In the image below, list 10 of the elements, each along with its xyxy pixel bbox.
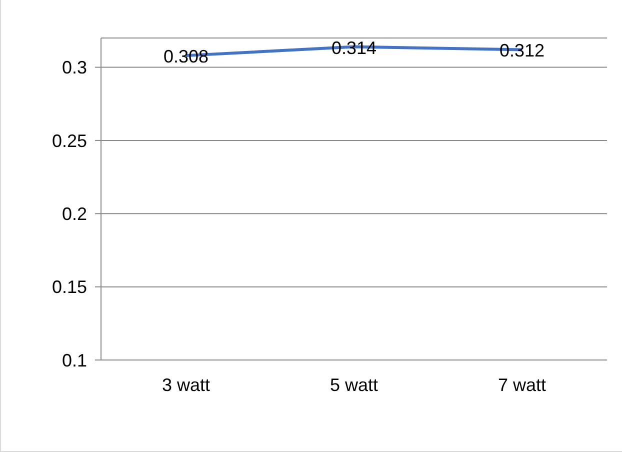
x-tick-label: 5 watt — [330, 374, 378, 395]
y-tick-label: 0.3 — [62, 58, 87, 78]
x-tick-label: 3 watt — [162, 374, 210, 395]
y-tick-label: 0.25 — [52, 130, 87, 151]
data-label: 0.308 — [163, 46, 209, 67]
data-label: 0.312 — [499, 40, 545, 61]
y-tick-label: 0.2 — [62, 204, 87, 224]
y-tick-label: 0.15 — [52, 277, 87, 298]
y-tick-label: 0.1 — [62, 350, 87, 370]
x-tick-label: 7 watt — [498, 374, 546, 395]
